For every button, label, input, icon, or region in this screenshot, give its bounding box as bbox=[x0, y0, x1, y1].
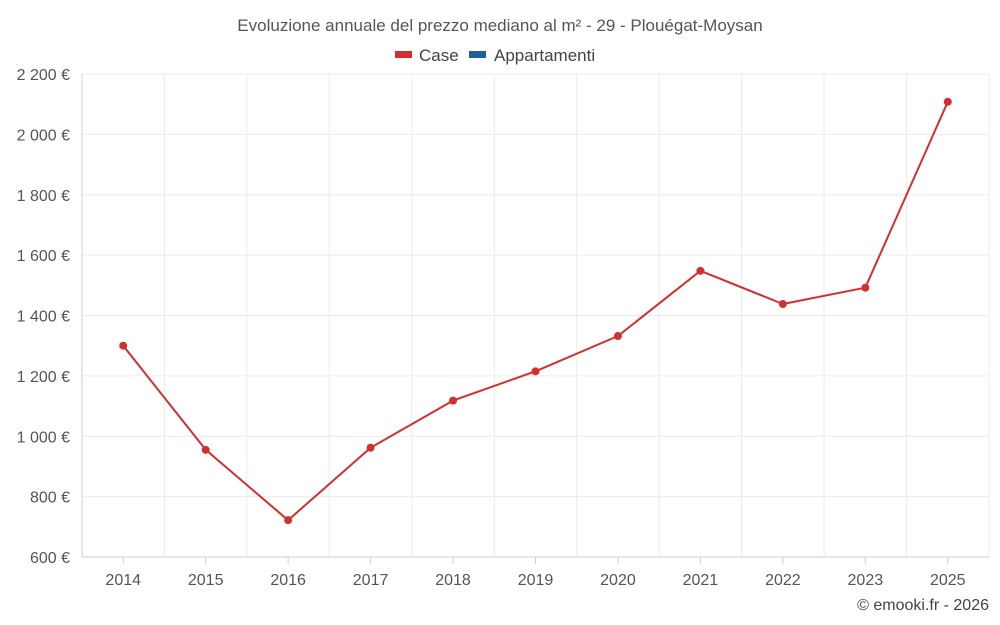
x-tick-label-2020: 2020 bbox=[600, 572, 636, 589]
x-tick-label-2014: 2014 bbox=[105, 572, 141, 589]
y-tick-label: 800 € bbox=[30, 490, 70, 507]
legend-swatch-appartamenti bbox=[469, 51, 486, 58]
legend-swatch-case bbox=[395, 51, 412, 58]
x-tick-label-2016: 2016 bbox=[270, 572, 306, 589]
data-point-case-2019[interactable] bbox=[531, 367, 540, 376]
data-point-case-2017[interactable] bbox=[366, 443, 375, 452]
y-tick-label: 1 200 € bbox=[17, 369, 70, 386]
y-tick-label: 1 800 € bbox=[17, 188, 70, 205]
x-axis-ticks: 2014 2015 2016 2017 2018 2019 2020 2021 2022 2023… bbox=[105, 557, 966, 589]
legend-item-appartamenti[interactable]: Appartamenti bbox=[469, 46, 595, 65]
x-tick-label-2018: 2018 bbox=[435, 572, 471, 589]
data-point-case-2018[interactable] bbox=[449, 396, 458, 405]
x-tick-label-2025: 2025 bbox=[930, 572, 966, 589]
x-tick-label-2019: 2019 bbox=[518, 572, 554, 589]
chart-title: Evoluzione annuale del prezzo mediano al… bbox=[237, 16, 762, 35]
y-tick-label: 2 200 € bbox=[17, 67, 70, 84]
y-tick-label: 1 400 € bbox=[17, 309, 70, 326]
data-point-case-2021[interactable] bbox=[696, 266, 705, 275]
data-point-case-2016[interactable] bbox=[284, 516, 293, 525]
y-tick-label: 1 000 € bbox=[17, 429, 70, 446]
legend: Case Appartamenti bbox=[395, 46, 595, 65]
legend-label-case: Case bbox=[419, 46, 459, 65]
legend-item-case[interactable]: Case bbox=[395, 46, 459, 65]
y-tick-label: 600 € bbox=[30, 550, 70, 567]
x-tick-label-2023: 2023 bbox=[848, 572, 884, 589]
data-point-case-2022[interactable] bbox=[778, 300, 787, 309]
data-point-case-2014[interactable] bbox=[119, 341, 128, 350]
y-tick-label: 2 000 € bbox=[17, 127, 70, 144]
x-tick-label-2021: 2021 bbox=[683, 572, 719, 589]
x-tick-label-2015: 2015 bbox=[188, 572, 224, 589]
legend-label-appartamenti: Appartamenti bbox=[494, 46, 595, 65]
y-tick-label: 1 600 € bbox=[17, 248, 70, 265]
x-tick-label-2022: 2022 bbox=[765, 572, 801, 589]
data-point-case-2015[interactable] bbox=[201, 445, 210, 454]
y-axis-ticks: 600 € 800 € 1 000 € 1 200 € 1 400 € 1 600 € 1 … bbox=[17, 67, 70, 567]
data-point-case-2025[interactable] bbox=[943, 97, 952, 106]
grid bbox=[82, 73, 990, 557]
series-case bbox=[119, 97, 952, 525]
x-tick-label-2017: 2017 bbox=[353, 572, 389, 589]
data-point-case-2020[interactable] bbox=[613, 332, 622, 341]
data-point-case-2023[interactable] bbox=[861, 283, 870, 292]
credit-text: © emooki.fr - 2026 bbox=[857, 597, 989, 614]
